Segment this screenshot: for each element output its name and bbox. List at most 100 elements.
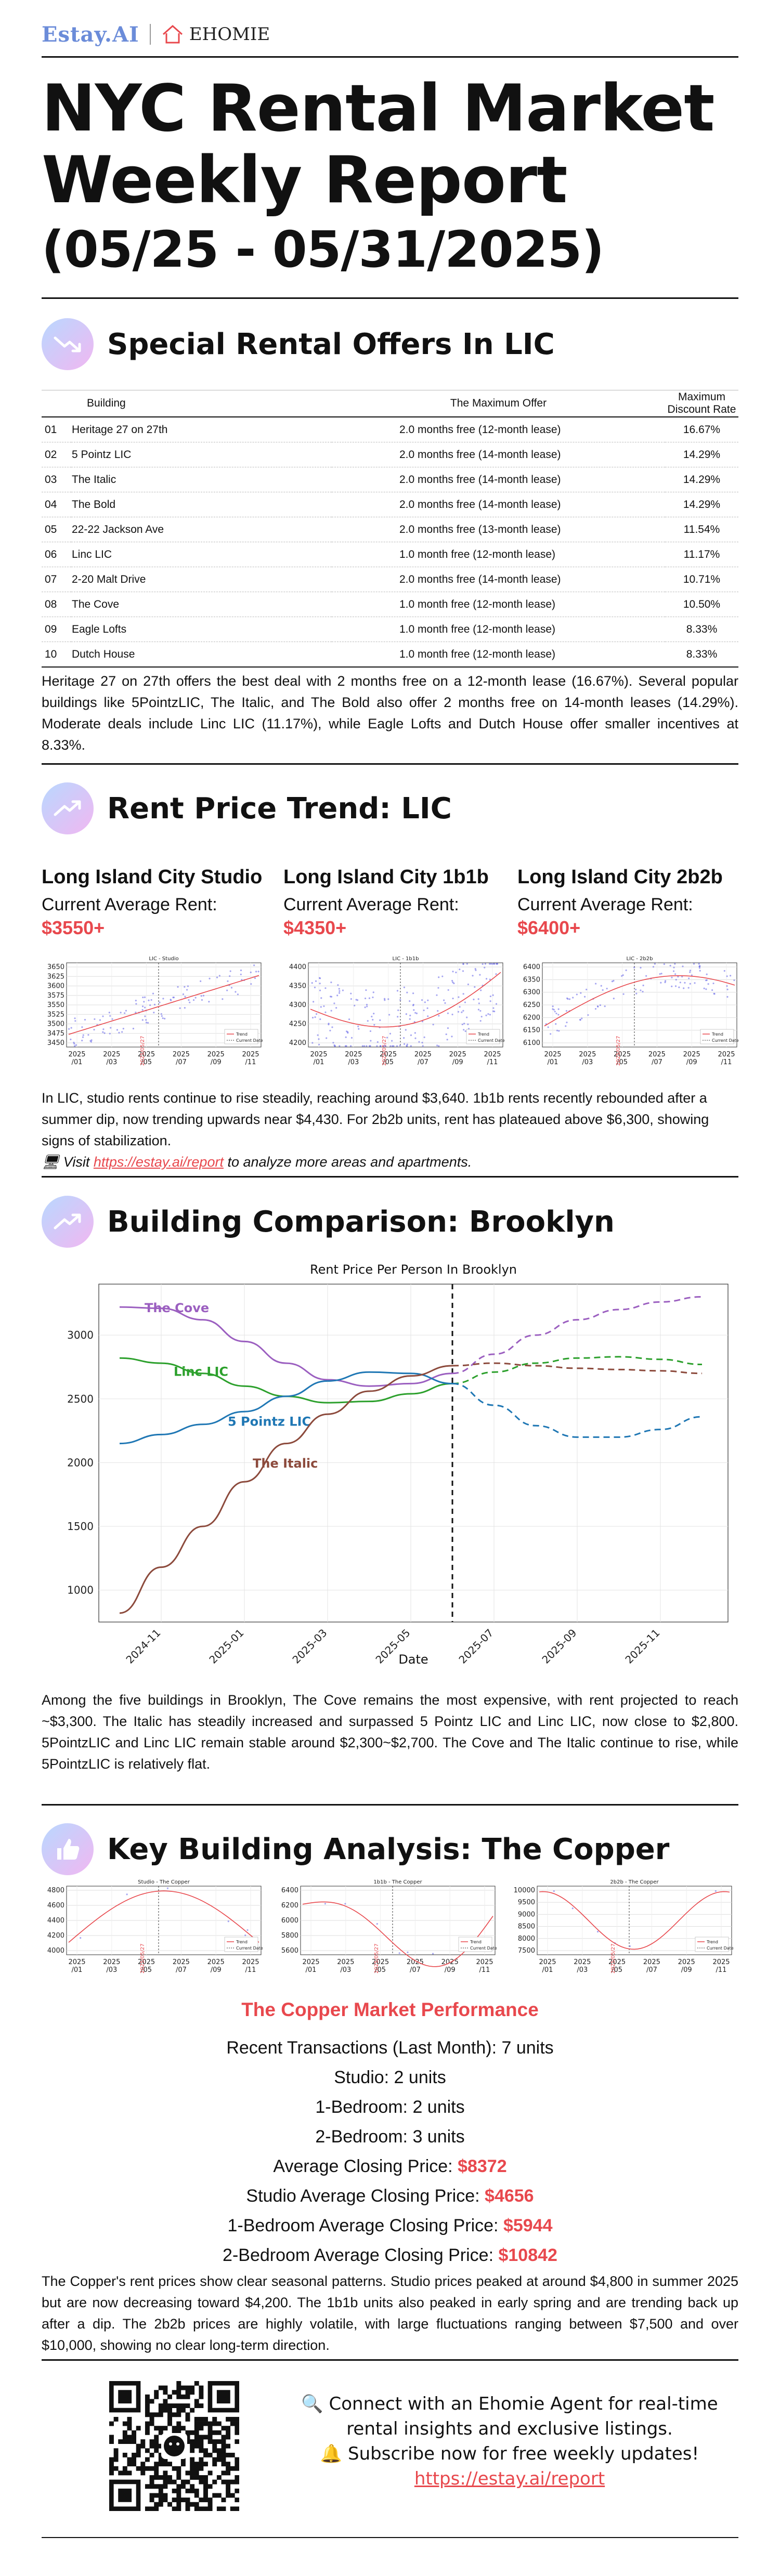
mini-scatter-point: [338, 992, 341, 994]
mini-scatter-point: [479, 974, 481, 976]
mini-scatter-point: [201, 999, 203, 1001]
footer-rule: [42, 2537, 738, 2538]
legend-current-label: Current Date: [236, 1038, 263, 1043]
visit-link[interactable]: https://estay.ai/report: [93, 1154, 224, 1170]
mini-current-date-label: 2025/05/27: [140, 1036, 146, 1066]
mini-current-date-label: 2025/05/27: [616, 1036, 621, 1066]
mini-scatter-point: [633, 966, 635, 969]
mini-trend-line: [539, 1891, 730, 1950]
trend-rule: [42, 1176, 738, 1178]
mini-scatter-point: [444, 1002, 446, 1004]
mini-scatter-point: [707, 983, 709, 985]
mini-scatter-point: [463, 1029, 465, 1031]
mini-scatter-point: [478, 1002, 480, 1004]
mini-scatter-point: [654, 963, 656, 965]
mini-scatter-point: [358, 1028, 360, 1030]
mini-scatter-point: [373, 1024, 375, 1026]
brooklyn-summary: Among the five buildings in Brooklyn, Th…: [42, 1692, 738, 1772]
mini-scatter-point: [376, 1045, 378, 1047]
mini-trend-line: [68, 975, 259, 1035]
mini-scatter-point: [311, 1042, 314, 1044]
offer-row: 06 Linc LIC 1.0 month free (12-month lease…: [42, 542, 738, 567]
perf-line: Recent Transactions (Last Month): 7 unit…: [42, 2033, 738, 2063]
brooklyn-section-title: Building Comparison: Brooklyn: [107, 1205, 615, 1239]
mini-x-tick: 2025/07: [407, 1958, 424, 1974]
mini-scatter-point: [324, 1011, 327, 1013]
offer-rate: 14.29%: [665, 442, 738, 467]
mini-x-tick: 2025/01: [310, 1051, 327, 1066]
mini-scatter-point: [74, 1017, 76, 1019]
mini-scatter-point: [711, 989, 713, 991]
mini-scatter-point: [447, 989, 449, 991]
ehomie-logo[interactable]: EHOMIE: [161, 23, 270, 46]
mini-scatter-point: [208, 1001, 210, 1003]
mini-scatter-point: [705, 979, 707, 982]
mini-scatter-point: [595, 983, 597, 985]
mini-scatter-point: [403, 1037, 405, 1039]
mini-scatter-point: [376, 1041, 379, 1043]
mini-scatter-point: [462, 963, 464, 965]
offer-terms: 2.0 months free (14-month lease): [332, 492, 665, 517]
footer-link[interactable]: https://estay.ai/report: [414, 2468, 605, 2489]
mini-scatter-point: [477, 998, 479, 1000]
trend-card-name: Long Island City 2b2b: [517, 866, 723, 888]
mini-scatter-point: [492, 1010, 495, 1012]
mini-scatter-point: [344, 1045, 347, 1047]
mini-scatter-point: [369, 1030, 372, 1032]
mini-scatter-point: [665, 980, 667, 982]
mini-scatter-point: [406, 1045, 408, 1047]
offers-section-title: Special Rental Offers In LIC: [107, 327, 555, 361]
mini-scatter-point: [455, 971, 457, 974]
mini-scatter-point: [316, 1013, 318, 1015]
mini-scatter-point: [80, 1937, 82, 1939]
mini-scatter-point: [314, 986, 316, 988]
mini-scatter-point: [125, 1010, 127, 1012]
mini-scatter-point: [580, 992, 582, 994]
mini-scatter-point: [102, 1031, 104, 1033]
mini-scatter-point: [364, 997, 367, 1000]
mini-scatter-point: [466, 963, 468, 965]
mini-scatter-point: [652, 966, 655, 968]
trend-card-name: Long Island City 1b1b: [283, 866, 489, 888]
mini-scatter-point: [111, 1018, 113, 1020]
mini-scatter-point: [108, 1012, 110, 1014]
trend-card: Long Island City Studio Current Average R…: [42, 866, 276, 939]
offer-building: 22-22 Jackson Ave: [71, 517, 332, 542]
mini-x-tick: 2025/07: [648, 1051, 666, 1066]
copper-mini-chart: Studio - The Copper 4800 4600 4400 4200 4000 2…: [47, 1879, 263, 1974]
mini-x-tick: 2025/05: [614, 1051, 631, 1066]
perf-line-label: 2-Bedroom Average Closing Price:: [223, 2245, 499, 2265]
mini-scatter-point: [346, 1030, 348, 1032]
mini-scatter-point: [331, 1026, 333, 1028]
offer-building: The Italic: [71, 467, 332, 492]
mini-scatter-point: [393, 1045, 395, 1047]
mini-x-tick: 2025/01: [68, 1051, 85, 1066]
mini-scatter-point: [144, 1006, 146, 1009]
mini-scatter-point: [389, 1032, 392, 1035]
mini-scatter-point: [699, 970, 701, 972]
offer-terms: 2.0 months free (12-month lease): [332, 417, 665, 442]
mini-scatter-point: [384, 1045, 387, 1047]
mini-scatter-point: [556, 1029, 558, 1031]
perf-line-label: Recent Transactions (Last Month): 7 unit…: [226, 2038, 554, 2058]
mini-y-tick: 4350: [289, 983, 306, 990]
mini-scatter-point: [466, 1016, 468, 1018]
mini-scatter-point: [464, 1030, 466, 1032]
qr-code[interactable]: [109, 2381, 239, 2511]
mini-scatter-point: [482, 963, 484, 965]
mini-x-tick: 2025/05: [380, 1051, 397, 1066]
mini-scatter-point: [604, 1005, 606, 1008]
mini-scatter-point: [330, 1010, 332, 1012]
estay-logo[interactable]: Estay.AI: [42, 22, 139, 47]
mini-scatter-point: [368, 1045, 371, 1047]
mini-current-date-label: 2025/05/27: [140, 1943, 146, 1973]
offer-row: 07 2-20 Malt Drive 2.0 months free (14-mon…: [42, 567, 738, 592]
mini-scatter-point: [194, 997, 197, 999]
mini-scatter-point: [694, 982, 696, 984]
mini-scatter-point: [328, 1024, 330, 1026]
mini-scatter-point: [388, 1014, 391, 1016]
trend-card-label: Current Average Rent:: [517, 895, 693, 914]
mini-scatter-point: [87, 1034, 89, 1036]
offer-number: 06: [42, 542, 71, 567]
